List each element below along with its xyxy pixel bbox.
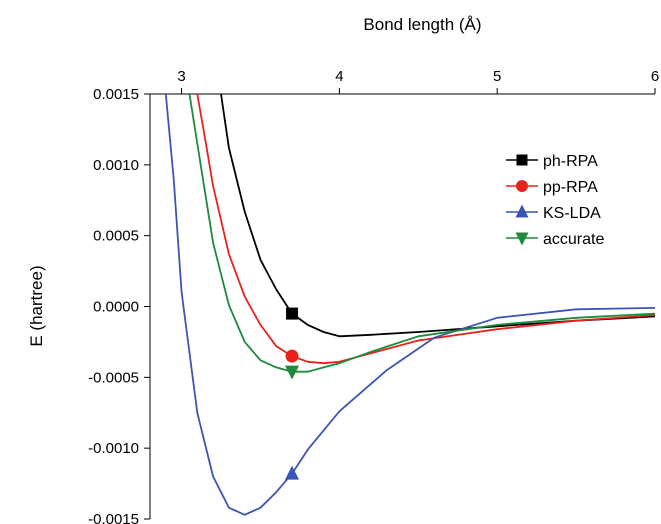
legend-label-pp-rpa: pp-RPA xyxy=(543,179,598,196)
y-axis-title: E (hartree) xyxy=(27,265,46,346)
legend-label-accurate: accurate xyxy=(543,231,604,248)
x-tick-label: 4 xyxy=(335,68,343,85)
y-tick-label: 0.0000 xyxy=(93,299,139,316)
series-marker-accurate xyxy=(285,365,300,380)
legend-marker-ph-rpa xyxy=(516,154,528,166)
legend: ph-RPA pp-RPA KS-LDA accurate xyxy=(506,153,604,248)
y-tick-label: 0.0010 xyxy=(93,157,139,174)
legend-marker-accurate xyxy=(515,232,529,246)
series-marker-ks-lda xyxy=(285,465,300,480)
y-tick-label: 0.0005 xyxy=(93,228,139,245)
y-tick-label: 0.0015 xyxy=(93,86,139,103)
series-line-accurate xyxy=(188,93,656,373)
series-markers xyxy=(285,307,300,480)
x-axis-title: Bond length (Å) xyxy=(363,15,481,34)
legend-label-ks-lda: KS-LDA xyxy=(543,205,601,222)
series-line-pp-rpa xyxy=(196,93,656,365)
series-marker-pp-rpa xyxy=(285,349,299,363)
x-tick-label: 3 xyxy=(177,68,185,85)
legend-label-ph-rpa: ph-RPA xyxy=(543,153,598,170)
x-tick-label: 5 xyxy=(493,68,501,85)
axes: 3 4 5 6 0.0015 0.0010 0.0005 0.0000 -0.0005 -0.00… xyxy=(88,68,659,524)
x-tick-label: 6 xyxy=(651,68,659,85)
series-lines xyxy=(164,93,656,516)
series-marker-ph-rpa xyxy=(286,307,299,320)
legend-marker-ks-lda xyxy=(515,204,529,218)
legend-marker-pp-rpa xyxy=(516,180,528,192)
y-tick-label: -0.0015 xyxy=(88,511,139,524)
y-tick-label: -0.0010 xyxy=(88,440,139,457)
y-tick-label: -0.0005 xyxy=(88,369,139,386)
